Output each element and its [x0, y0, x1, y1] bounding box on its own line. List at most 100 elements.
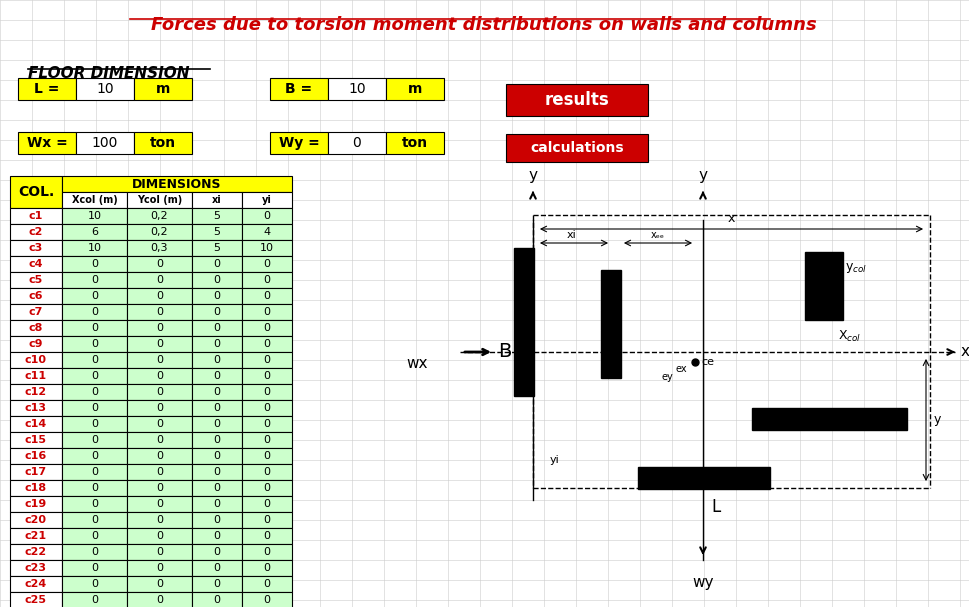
- Text: 0: 0: [213, 467, 221, 477]
- Text: 0: 0: [213, 547, 221, 557]
- Text: 0: 0: [213, 387, 221, 397]
- Bar: [76, 132, 134, 154]
- Bar: [127, 224, 192, 240]
- Text: 0: 0: [213, 499, 221, 509]
- Text: 0: 0: [213, 595, 221, 605]
- Text: 0: 0: [264, 595, 270, 605]
- Bar: [270, 132, 328, 154]
- Bar: [127, 528, 192, 544]
- Bar: [242, 448, 292, 464]
- Bar: [62, 544, 127, 560]
- Text: c24: c24: [25, 579, 47, 589]
- Text: 0: 0: [91, 387, 98, 397]
- Bar: [62, 384, 127, 400]
- Text: Wx =: Wx =: [26, 136, 68, 150]
- Text: c14: c14: [25, 419, 47, 429]
- Text: 0: 0: [91, 595, 98, 605]
- Bar: [242, 336, 292, 352]
- Text: 0: 0: [91, 339, 98, 349]
- Text: 0: 0: [91, 531, 98, 541]
- Text: 0: 0: [156, 403, 163, 413]
- Bar: [18, 132, 76, 154]
- Text: 0: 0: [156, 259, 163, 269]
- Text: 0: 0: [264, 339, 270, 349]
- Text: 0: 0: [213, 579, 221, 589]
- Text: y$_{col}$: y$_{col}$: [845, 261, 867, 275]
- Text: 5: 5: [213, 243, 221, 253]
- Text: 0: 0: [213, 259, 221, 269]
- Text: 0: 0: [156, 371, 163, 381]
- Bar: [10, 320, 62, 336]
- Bar: [10, 448, 62, 464]
- Bar: [127, 512, 192, 528]
- Bar: [242, 320, 292, 336]
- Text: Ycol (m): Ycol (m): [137, 195, 182, 205]
- Text: c19: c19: [25, 499, 47, 509]
- Bar: [10, 576, 62, 592]
- Bar: [192, 320, 242, 336]
- Bar: [192, 256, 242, 272]
- Bar: [242, 544, 292, 560]
- Text: 0: 0: [156, 483, 163, 493]
- Bar: [62, 528, 127, 544]
- Bar: [192, 592, 242, 607]
- Bar: [192, 336, 242, 352]
- Bar: [127, 592, 192, 607]
- Bar: [10, 592, 62, 607]
- Text: Wy =: Wy =: [279, 136, 320, 150]
- Text: 0: 0: [213, 339, 221, 349]
- Text: 0: 0: [264, 403, 270, 413]
- Text: 0: 0: [91, 323, 98, 333]
- Bar: [127, 432, 192, 448]
- Text: 0: 0: [156, 467, 163, 477]
- Bar: [127, 576, 192, 592]
- Text: 0: 0: [264, 483, 270, 493]
- Text: 0: 0: [264, 307, 270, 317]
- Bar: [62, 432, 127, 448]
- Text: y: y: [699, 168, 707, 183]
- Bar: [10, 560, 62, 576]
- Bar: [62, 176, 292, 192]
- Bar: [127, 320, 192, 336]
- Text: c22: c22: [25, 547, 47, 557]
- Text: 0: 0: [156, 275, 163, 285]
- Bar: [62, 208, 127, 224]
- Bar: [192, 368, 242, 384]
- Text: 0,3: 0,3: [151, 243, 169, 253]
- Text: 0: 0: [91, 563, 98, 573]
- Text: 0: 0: [156, 307, 163, 317]
- Text: 0: 0: [264, 387, 270, 397]
- Bar: [76, 78, 134, 100]
- Bar: [62, 240, 127, 256]
- Bar: [127, 544, 192, 560]
- Text: 0: 0: [213, 275, 221, 285]
- Bar: [270, 78, 328, 100]
- Bar: [242, 192, 292, 208]
- Bar: [805, 252, 843, 320]
- Bar: [127, 464, 192, 480]
- Text: ey: ey: [661, 372, 673, 382]
- Bar: [10, 480, 62, 496]
- Bar: [62, 416, 127, 432]
- Bar: [192, 496, 242, 512]
- Text: 0: 0: [91, 403, 98, 413]
- Bar: [752, 408, 907, 430]
- Bar: [127, 400, 192, 416]
- Bar: [242, 272, 292, 288]
- Bar: [127, 384, 192, 400]
- Text: 0: 0: [264, 563, 270, 573]
- Text: m: m: [408, 82, 422, 96]
- Bar: [127, 448, 192, 464]
- Bar: [192, 528, 242, 544]
- Text: c25: c25: [25, 595, 47, 605]
- Bar: [10, 224, 62, 240]
- Bar: [10, 512, 62, 528]
- Bar: [242, 464, 292, 480]
- Text: 0: 0: [213, 291, 221, 301]
- Text: 0: 0: [213, 403, 221, 413]
- Bar: [506, 134, 648, 162]
- Text: 0: 0: [264, 515, 270, 525]
- Bar: [506, 84, 648, 116]
- Bar: [127, 304, 192, 320]
- Bar: [62, 288, 127, 304]
